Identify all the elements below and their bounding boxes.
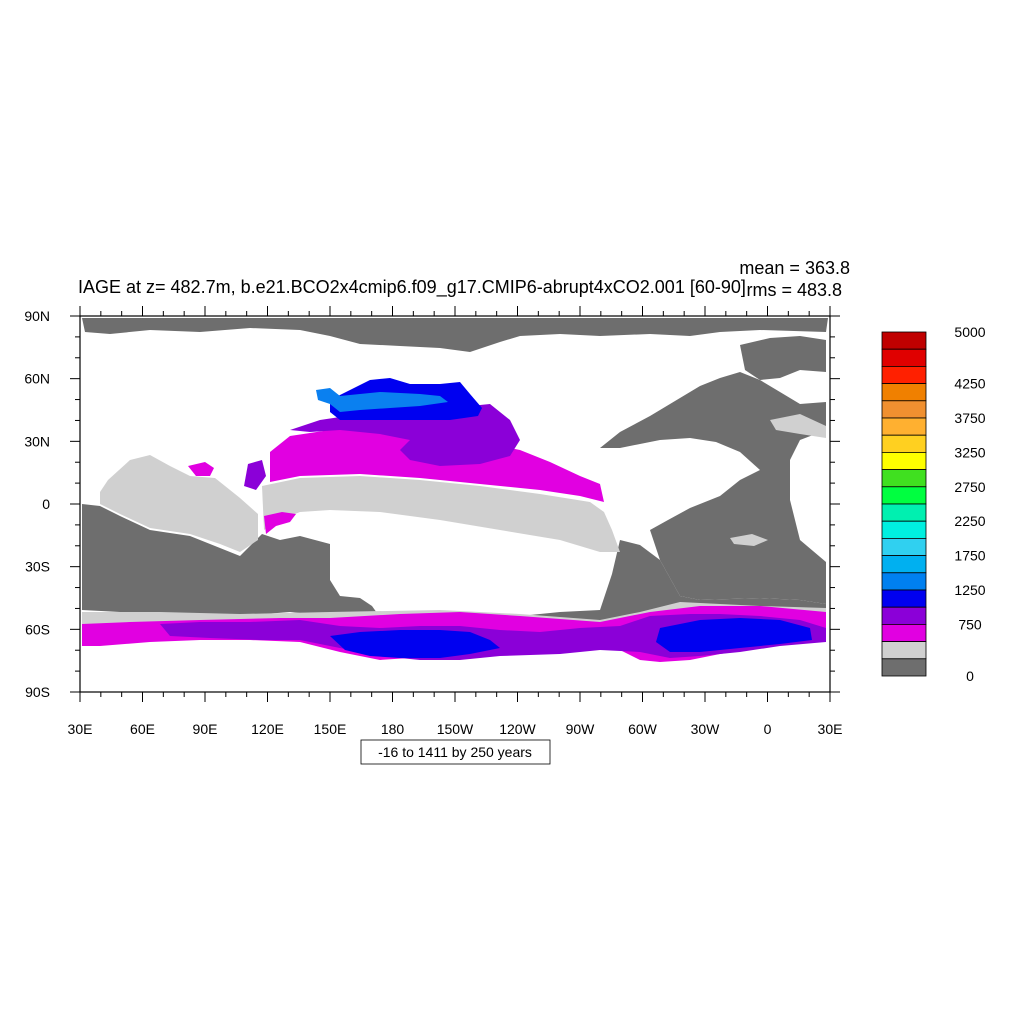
colorbar-label: 0 bbox=[966, 668, 974, 684]
colorbar-box bbox=[881, 348, 927, 367]
contour-info-text: -16 to 1411 by 250 years bbox=[378, 744, 532, 760]
ocean-young-water bbox=[82, 318, 828, 624]
colorbar-box bbox=[881, 641, 927, 660]
colorbar-box bbox=[881, 331, 927, 350]
colorbar-box bbox=[881, 658, 927, 677]
lon-tick-label: 60W bbox=[628, 721, 658, 737]
colorbar-box bbox=[881, 486, 927, 505]
stat-rms: rms = 483.8 bbox=[746, 280, 842, 300]
lon-tick-label: 120W bbox=[499, 721, 536, 737]
colorbar-box bbox=[881, 555, 927, 574]
colorbar-label: 4250 bbox=[954, 376, 985, 392]
colorbar-label: 750 bbox=[958, 616, 982, 632]
lon-tick-label: 30E bbox=[68, 721, 93, 737]
lat-tick-label: 30S bbox=[25, 559, 50, 575]
ocean-small-seas bbox=[730, 414, 826, 546]
colorbar-label: 3750 bbox=[954, 410, 985, 426]
colorbar-box bbox=[881, 417, 927, 436]
lat-tick-label: 60S bbox=[25, 621, 50, 637]
lon-tick-label: 180 bbox=[381, 721, 405, 737]
colorbar-box bbox=[881, 538, 927, 557]
colorbar-box bbox=[881, 589, 927, 608]
lon-tick-label: 60E bbox=[130, 721, 155, 737]
lon-tick-label: 90W bbox=[566, 721, 596, 737]
colorbar-box bbox=[881, 572, 927, 591]
lon-tick-label: 150E bbox=[314, 721, 347, 737]
colorbar-box bbox=[881, 451, 927, 470]
colorbar-label: 1750 bbox=[954, 548, 985, 564]
map-panel: 90N 60N 30N 0 30S 60S 90S 30E 60E 90E 120E 150E 180… bbox=[24, 306, 842, 737]
contour-info-box: -16 to 1411 by 250 years bbox=[360, 739, 551, 765]
lon-tick-label: 150W bbox=[437, 721, 474, 737]
colorbar-label: 2750 bbox=[954, 479, 985, 495]
lat-tick-label: 30N bbox=[24, 433, 50, 449]
colorbar-label: 2250 bbox=[954, 513, 985, 529]
lat-tick-label: 90N bbox=[24, 308, 50, 324]
colorbar bbox=[881, 331, 927, 677]
stat-mean: mean = 363.8 bbox=[739, 258, 850, 278]
longitude-labels: 30E 60E 90E 120E 150E 180 150W 120W 90W 60W 30W 0 30… bbox=[68, 721, 843, 737]
map-title: IAGE at z= 482.7m, b.e21.BCO2x4cmip6.f09… bbox=[78, 277, 746, 298]
colorbar-label: 3250 bbox=[954, 444, 985, 460]
colorbar-box bbox=[881, 503, 927, 522]
colorbar-box bbox=[881, 400, 927, 419]
colorbar-box bbox=[881, 383, 927, 402]
colorbar-label: 1250 bbox=[954, 582, 985, 598]
lon-tick-label: 0 bbox=[764, 721, 772, 737]
colorbar-labels: 5000 4250 3750 3250 2750 2250 1750 1250 750 0 bbox=[954, 324, 985, 684]
lon-tick-label: 120E bbox=[251, 721, 284, 737]
colorbar-box bbox=[881, 520, 927, 539]
lon-tick-label: 30W bbox=[691, 721, 721, 737]
latitude-labels: 90N 60N 30N 0 30S 60S 90S bbox=[24, 308, 50, 700]
colorbar-box bbox=[881, 624, 927, 643]
colorbar-label: 5000 bbox=[954, 324, 985, 340]
lat-tick-label: 0 bbox=[42, 496, 50, 512]
lon-tick-label: 90E bbox=[193, 721, 218, 737]
lat-tick-label: 60N bbox=[24, 371, 50, 387]
ocean-band-1250-1500 bbox=[316, 388, 448, 412]
colorbar-box bbox=[881, 469, 927, 488]
axis-ticks bbox=[70, 306, 840, 702]
colorbar-box bbox=[881, 434, 927, 453]
ocean-band-1000-1250 bbox=[330, 378, 812, 658]
lat-tick-label: 90S bbox=[25, 684, 50, 700]
colorbar-box bbox=[881, 606, 927, 625]
lon-tick-label: 30E bbox=[818, 721, 843, 737]
colorbar-box bbox=[881, 365, 927, 384]
